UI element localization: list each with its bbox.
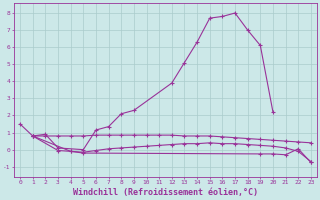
X-axis label: Windchill (Refroidissement éolien,°C): Windchill (Refroidissement éolien,°C) — [73, 188, 258, 197]
